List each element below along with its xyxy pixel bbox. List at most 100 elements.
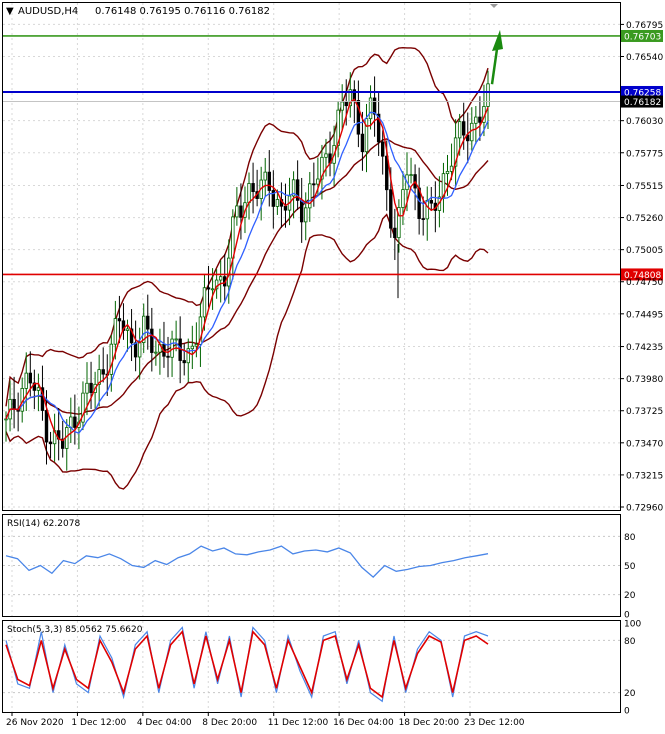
candle-body — [267, 171, 271, 191]
candle-body — [380, 141, 385, 157]
candle-body — [486, 83, 490, 107]
candle-body — [360, 133, 365, 153]
stoch-tick-label: 20 — [624, 689, 636, 699]
candlesticks — [4, 70, 490, 471]
rsi-tick-label: 80 — [624, 533, 636, 543]
candle-body — [368, 97, 373, 120]
candle-body — [389, 189, 393, 229]
candle-body — [137, 342, 142, 358]
candle-body — [170, 338, 174, 358]
rsi-indicator: 80 50 20 0 — [3, 533, 636, 621]
time-tick-label: 8 Dec 20:00 — [202, 718, 257, 728]
candle-body — [36, 387, 41, 391]
candle-body — [275, 199, 280, 207]
candle-body — [28, 372, 33, 384]
candle-body — [445, 170, 450, 175]
price-tick-label: 0.76795 — [626, 21, 663, 31]
candle-body — [48, 441, 53, 445]
candle-body — [401, 189, 405, 208]
price-tick-label: 0.75775 — [626, 149, 663, 159]
price-tick-label: 0.75005 — [626, 246, 663, 256]
up-arrow-icon — [490, 29, 503, 85]
support-price-label: 0.74808 — [624, 271, 661, 281]
candle-body — [457, 121, 462, 139]
pivot-price-label-bg — [621, 85, 663, 98]
candle-body — [85, 382, 89, 394]
bollinger-bands — [5, 46, 489, 490]
candle-body — [461, 121, 466, 136]
candle-body — [235, 205, 239, 218]
candle-body — [466, 134, 470, 142]
price-tick-label: 0.75515 — [626, 182, 663, 192]
candle-body — [393, 227, 397, 239]
moving-averages — [5, 98, 489, 442]
time-axis: 26 Nov 2020 1 Dec 12:00 4 Dec 04:00 8 Dec 2… — [6, 712, 525, 728]
candle-body — [474, 116, 478, 124]
rsi-panel-frame — [2, 514, 621, 617]
time-tick-label: 16 Dec 04:00 — [333, 718, 394, 728]
bollinger-lower — [5, 213, 489, 490]
candle-body — [154, 351, 158, 354]
current-price-label-bg — [621, 95, 663, 108]
candle-body — [271, 190, 276, 207]
ohlc-values: 0.76148 0.76195 0.76116 0.76182 — [95, 6, 270, 17]
price-tick-label: 0.73725 — [626, 407, 663, 417]
candle-body — [429, 200, 433, 204]
price-tick-label: 0.73470 — [626, 439, 663, 449]
time-tick-label: 4 Dec 04:00 — [137, 718, 192, 728]
candle-body — [81, 392, 85, 423]
candle-body — [308, 183, 312, 209]
candle-body — [24, 372, 28, 389]
candle-body — [202, 287, 207, 318]
candle-body — [44, 410, 49, 443]
resistance-price-label-bg — [621, 29, 663, 42]
candle-body — [97, 369, 101, 385]
stoch-panel-frame — [2, 620, 621, 713]
candle-body — [344, 101, 348, 107]
candle-body — [113, 318, 118, 345]
arrow-head — [492, 29, 503, 51]
candle-body — [142, 315, 146, 343]
stoch-signal-line — [5, 629, 489, 699]
current-price-label: 0.76182 — [624, 98, 661, 108]
symbol-dropdown-icon[interactable]: ▼ — [6, 6, 14, 17]
time-tick-label: 26 Nov 2020 — [6, 718, 64, 728]
candle-body — [182, 360, 186, 364]
stoch-tick-label: 80 — [624, 637, 636, 647]
candle-body — [125, 328, 130, 331]
candle-body — [214, 279, 219, 290]
candle-body — [174, 338, 178, 341]
rsi-tick-label: 0 — [624, 611, 630, 621]
candle-body — [421, 218, 425, 220]
time-tick-label: 18 Dec 20:00 — [399, 718, 460, 728]
candle-body — [304, 207, 308, 223]
candle-body — [231, 216, 235, 259]
rsi-tick-label: 20 — [624, 591, 636, 601]
support-price-label-bg — [621, 268, 663, 281]
candle-body — [348, 89, 352, 107]
ma-fast-line — [5, 98, 489, 442]
ma-slow-line — [5, 111, 489, 434]
candle-body — [372, 97, 377, 115]
candle-body — [109, 343, 114, 375]
price-tick-label: 0.73215 — [626, 471, 663, 481]
candle-body — [425, 200, 429, 220]
candle-body — [295, 179, 300, 201]
candle-body — [397, 207, 401, 239]
resistance-price-label: 0.76703 — [624, 32, 661, 42]
candle-body — [4, 418, 8, 421]
candle-body — [356, 100, 361, 135]
price-tick-label: 0.74495 — [626, 310, 663, 320]
price-tick-label: 0.73980 — [626, 375, 663, 385]
main-chart-frame — [2, 2, 621, 511]
price-tick-label: 0.74750 — [626, 278, 663, 288]
candle-body — [470, 122, 474, 142]
chart-shift-marker-icon[interactable] — [490, 4, 498, 8]
candle-body — [206, 287, 211, 290]
candle-body — [247, 183, 251, 204]
grid — [3, 3, 620, 712]
candle-body — [291, 179, 296, 197]
